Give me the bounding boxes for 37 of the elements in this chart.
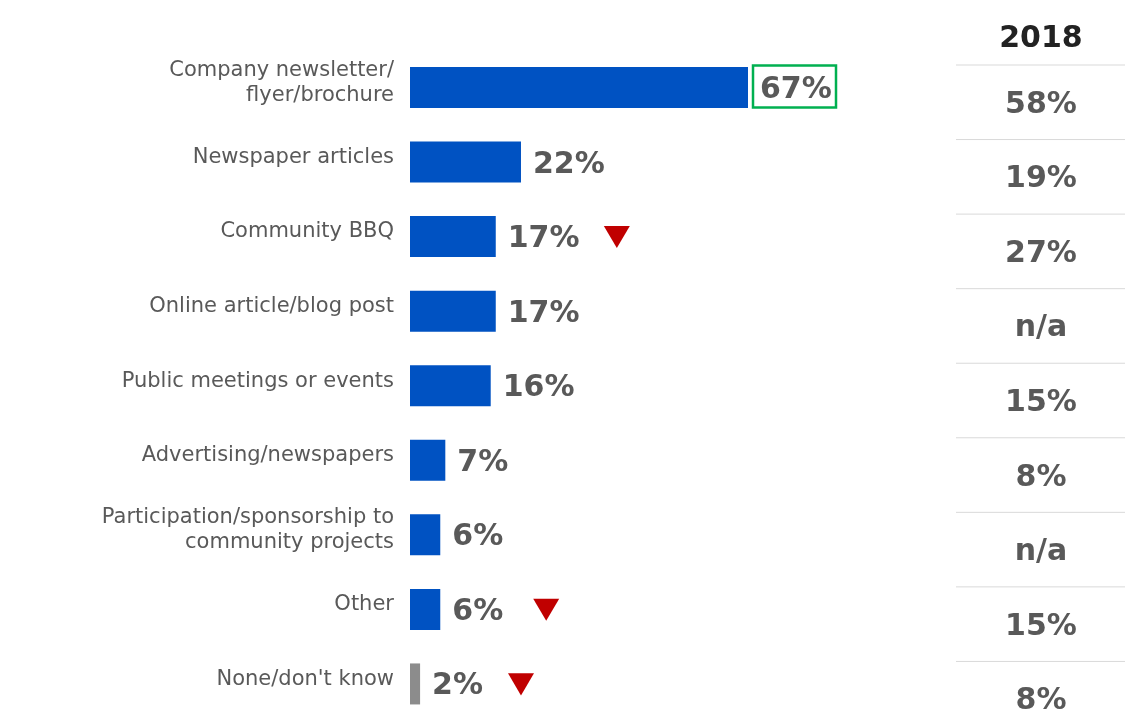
bar — [410, 67, 748, 108]
data-label: 67% — [760, 70, 832, 105]
text: 8% — [1015, 681, 1067, 717]
y-tick-label: Participation/sponsorship to community projects — [101, 504, 394, 554]
bar — [410, 216, 496, 258]
text: n/a — [1014, 308, 1068, 344]
text: 2018 — [999, 18, 1083, 54]
bar — [410, 439, 446, 481]
y-tick-label: Newspaper articles — [192, 143, 394, 168]
y-tick-label: Other — [334, 591, 395, 616]
data-label: 7% — [457, 442, 509, 478]
bar — [410, 588, 441, 630]
data-label: 17% — [507, 219, 580, 255]
text: 58% — [1005, 84, 1077, 120]
data-label: 2% — [432, 666, 484, 702]
y-tick-label: Advertising/newspapers — [141, 442, 394, 467]
data-label: 6% — [452, 591, 504, 627]
text: 19% — [1005, 159, 1077, 195]
y-tick-label: Public meetings or events — [121, 367, 394, 392]
text: 15% — [1005, 383, 1077, 418]
y-tick-label: None/don't know — [216, 665, 394, 690]
data-label: 22% — [532, 144, 605, 180]
bar — [410, 290, 496, 332]
bar — [410, 514, 441, 556]
bar — [410, 141, 521, 183]
text: 8% — [1015, 457, 1067, 493]
y-tick-label: Online article/blog post — [149, 292, 394, 317]
data-label: 6% — [452, 517, 504, 553]
data-label: 17% — [507, 293, 580, 329]
y-tick-label: Community BBQ — [220, 218, 394, 243]
bar — [410, 663, 421, 705]
text: 27% — [1005, 233, 1077, 269]
bar — [410, 365, 491, 407]
text: 15% — [1005, 606, 1077, 642]
data-label: 16% — [502, 368, 575, 404]
y-tick-label: Company newsletter/ flyer/brochure — [169, 56, 395, 106]
text: n/a — [1014, 532, 1068, 568]
